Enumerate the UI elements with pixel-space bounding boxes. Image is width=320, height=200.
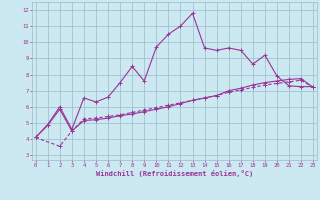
X-axis label: Windchill (Refroidissement éolien,°C): Windchill (Refroidissement éolien,°C): [96, 170, 253, 177]
